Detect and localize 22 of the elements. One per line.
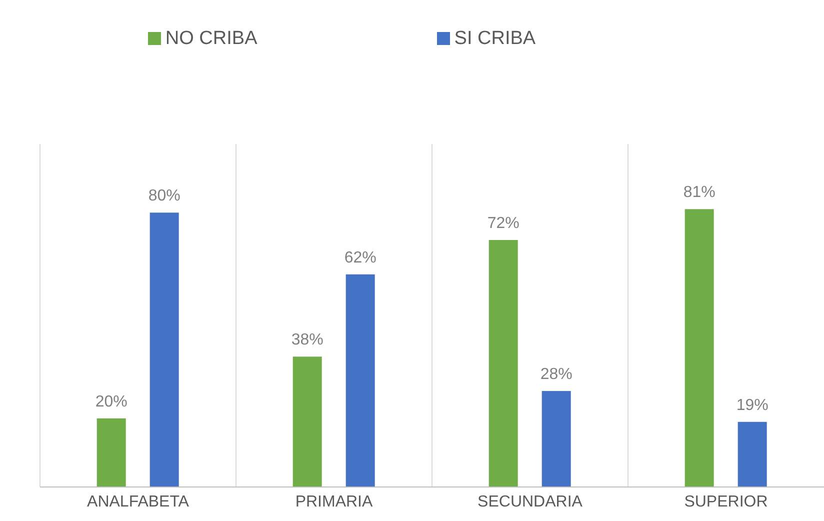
data-label: 62%: [344, 249, 376, 266]
legend-label: NO CRIBA: [165, 28, 258, 49]
x-tick-label: SUPERIOR: [684, 493, 768, 510]
data-label: 20%: [95, 393, 128, 410]
x-tick-label: SECUNDARIA: [478, 493, 583, 510]
data-label: 28%: [540, 366, 572, 383]
data-label: 38%: [291, 332, 324, 349]
bar: [684, 209, 714, 487]
bar: [150, 212, 179, 487]
legend-label: SI CRIBA: [454, 28, 536, 49]
data-label: 81%: [683, 184, 716, 202]
bar: [542, 390, 571, 487]
bar: [96, 418, 126, 487]
bar: [738, 422, 767, 487]
bar: [488, 240, 518, 487]
x-tick-label: PRIMARIA: [295, 493, 373, 510]
data-label: 19%: [736, 396, 768, 414]
x-tick-label: ANALFABETA: [87, 493, 190, 510]
bar: [346, 274, 375, 487]
bar: [292, 356, 322, 487]
data-label: 80%: [148, 188, 180, 205]
data-label: 72%: [487, 215, 520, 232]
